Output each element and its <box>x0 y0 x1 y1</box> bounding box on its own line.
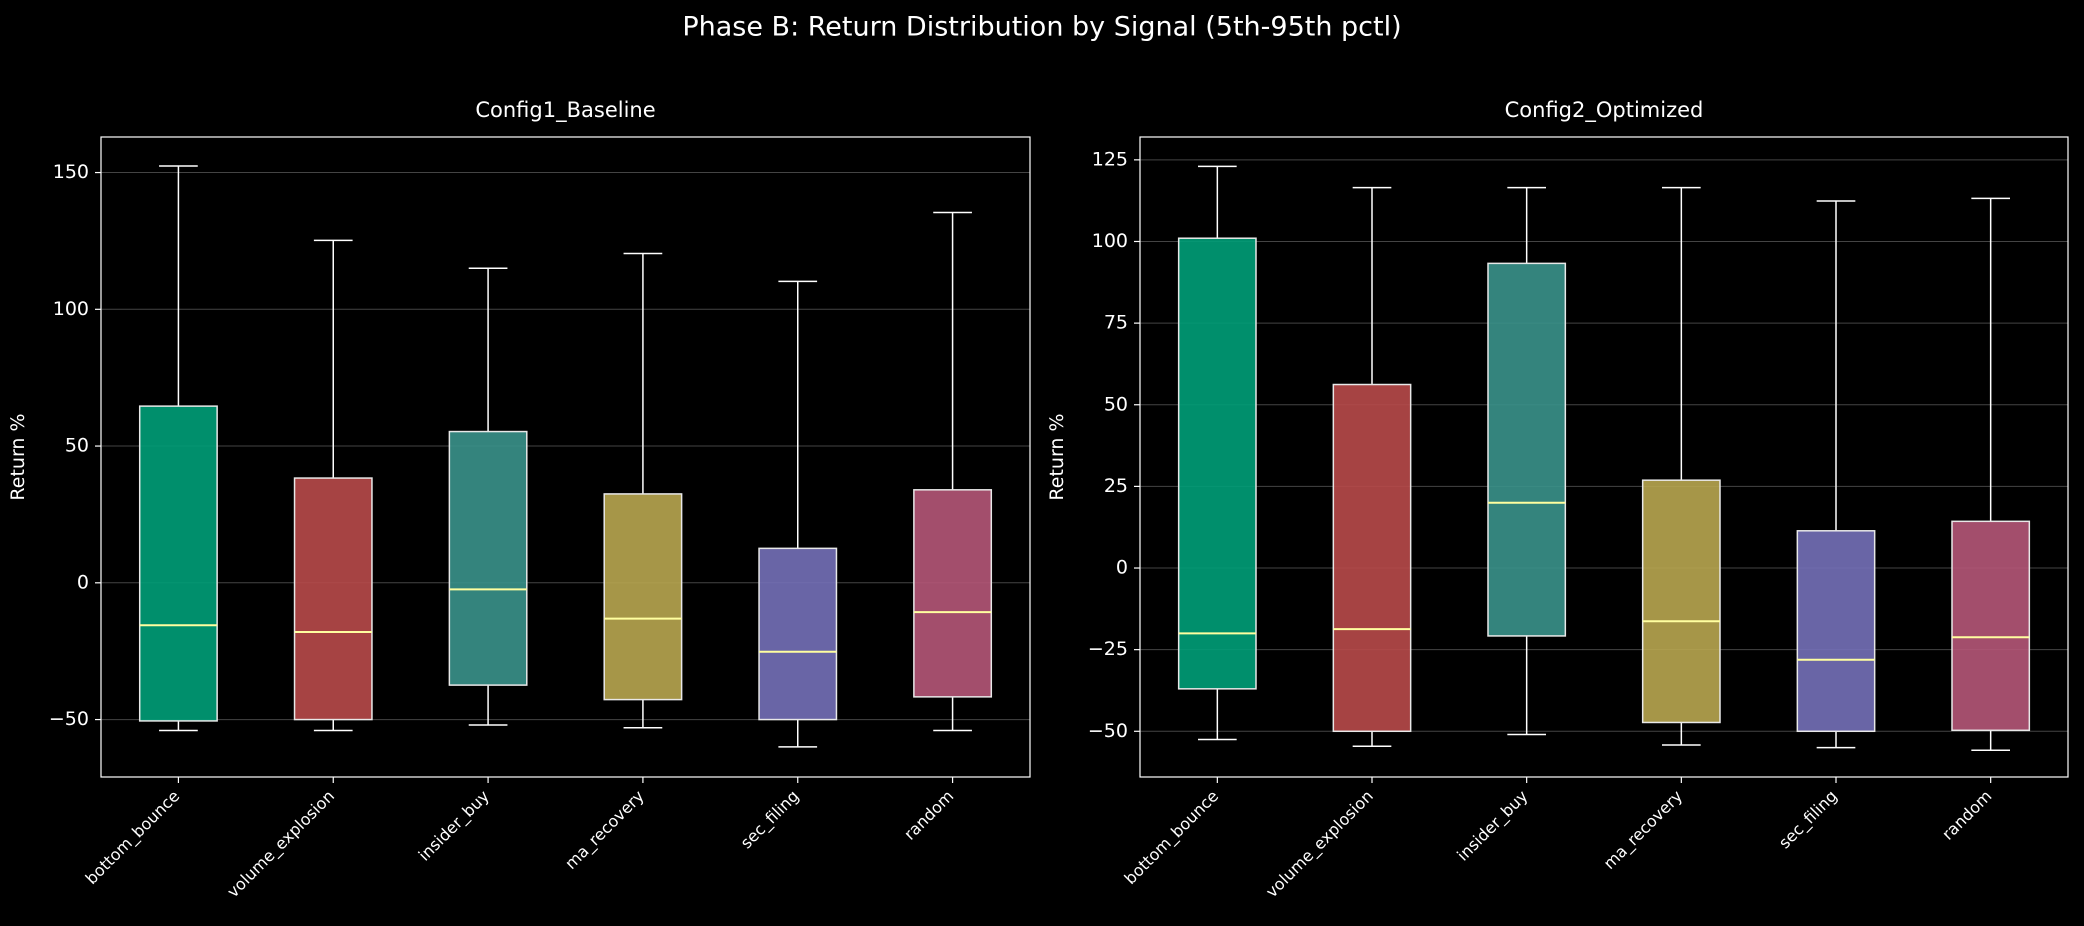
y-tick-label: 100 <box>1092 230 1128 252</box>
box <box>1641 479 1721 724</box>
subplot-title: Config2_Optimized <box>1505 98 1704 123</box>
y-tick-label: −50 <box>49 708 89 730</box>
box <box>1332 383 1412 733</box>
y-tick-label: 125 <box>1092 148 1128 170</box>
y-tick-label: −50 <box>1088 720 1128 742</box>
box <box>1177 237 1257 690</box>
box <box>1951 520 2031 732</box>
y-axis-label: Return % <box>1046 413 1068 500</box>
box <box>448 430 528 686</box>
plot-frame <box>100 136 1031 778</box>
box <box>913 489 993 698</box>
subplot-title: Config1_Baseline <box>475 98 655 123</box>
box <box>1487 262 1567 637</box>
box <box>603 493 683 701</box>
y-axis-label: Return % <box>7 413 29 500</box>
y-tick-label: 150 <box>53 161 89 183</box>
box <box>758 547 838 721</box>
y-tick-label: 0 <box>77 571 89 593</box>
y-tick-label: 50 <box>1104 393 1128 415</box>
figure-title: Phase B: Return Distribution by Signal (… <box>682 12 1401 43</box>
y-tick-label: 25 <box>1104 475 1128 497</box>
y-tick-label: 50 <box>65 435 89 457</box>
y-tick-label: 0 <box>1116 557 1128 579</box>
y-tick-label: 100 <box>53 298 89 320</box>
box <box>138 405 218 722</box>
plot-frame <box>1139 136 2069 778</box>
y-tick-label: 75 <box>1104 312 1128 334</box>
y-tick-label: −25 <box>1088 638 1128 660</box>
box <box>293 477 373 721</box>
box <box>1796 530 1876 733</box>
